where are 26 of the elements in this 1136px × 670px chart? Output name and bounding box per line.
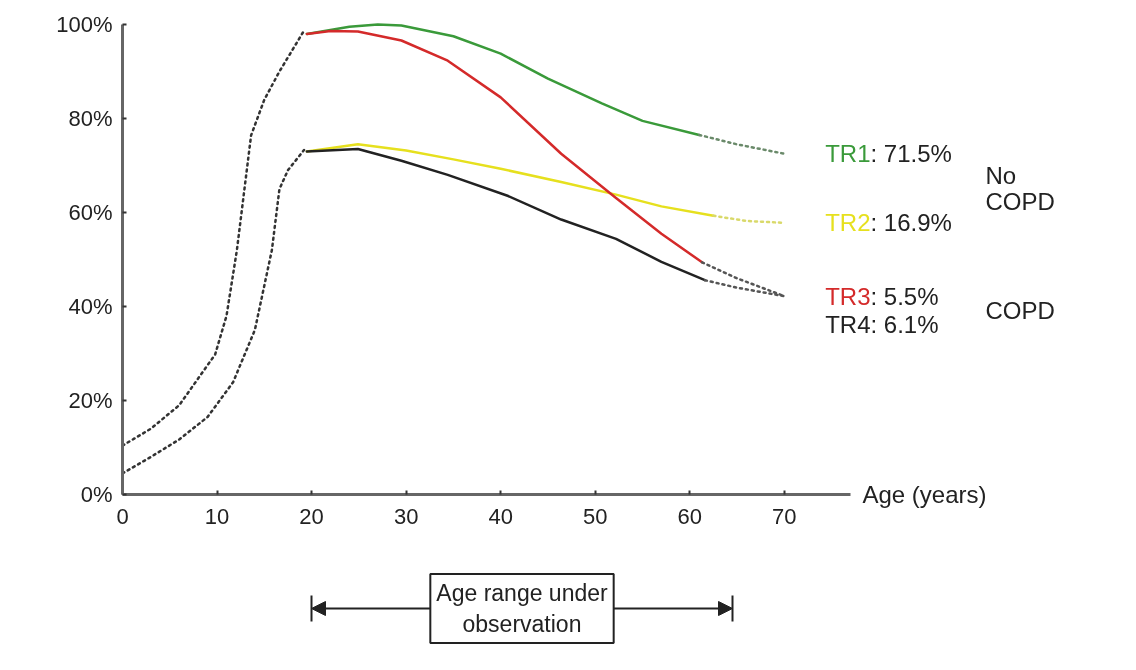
text: Age range under observation	[436, 579, 609, 638]
y-tick-label: 60%	[68, 200, 113, 225]
text: TR4	[825, 310, 871, 338]
x-tick-label: 70	[772, 503, 797, 529]
x-tick-label: 20	[299, 503, 324, 529]
text: TR2	[825, 209, 871, 237]
y-tick-label: 80%	[68, 106, 113, 131]
text: TR1	[825, 140, 871, 168]
x-tick-label: 40	[488, 503, 513, 529]
text: : 5.5%	[870, 282, 939, 310]
text: : 6.1%	[870, 310, 939, 338]
text: No COPD	[985, 161, 1055, 215]
y-tick-label: 40%	[68, 294, 113, 319]
text: COPD	[985, 296, 1055, 324]
text: : 71.5%	[870, 140, 952, 168]
text: : 16.9%	[870, 209, 952, 237]
x-tick-label: 10	[204, 503, 230, 529]
x-tick-label: 0	[116, 503, 129, 529]
y-tick-label: 0%	[80, 482, 113, 507]
x-tick-label: 50	[582, 503, 608, 529]
x-axis-title: Age (years)	[862, 481, 987, 508]
x-tick-label: 30	[393, 503, 419, 529]
y-tick-label: 20%	[68, 388, 113, 413]
x-tick-label: 60	[677, 503, 703, 529]
text: TR3	[825, 282, 871, 310]
y-tick-label: 100%	[56, 12, 113, 37]
